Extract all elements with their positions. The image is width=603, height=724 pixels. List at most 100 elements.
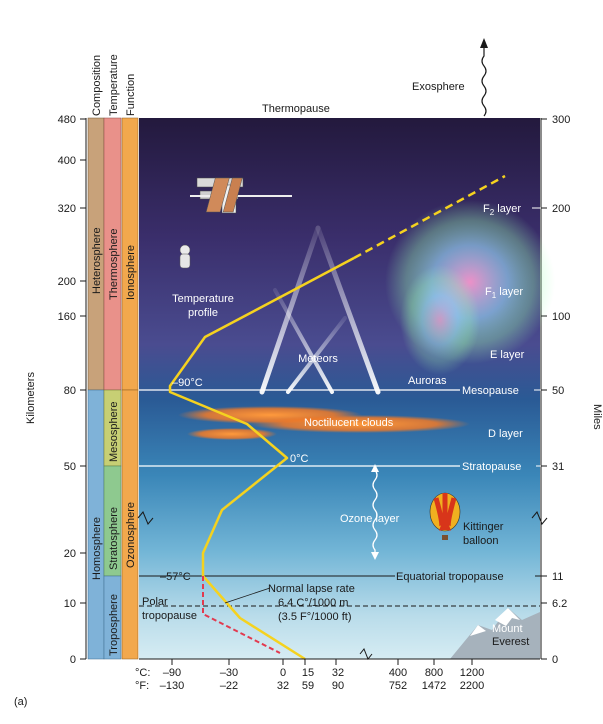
composition-column: Heterosphere Homosphere [87,117,105,660]
mi-tick-11: 11 [552,571,563,583]
kittinger-label-2: balloon [463,535,498,547]
km-tick-320: 320 [58,203,76,215]
balloon-icon [429,492,461,540]
f-prefix: °F: [135,680,149,692]
ozonosphere-band [121,389,139,660]
f-tick-minus130: –130 [160,680,184,692]
troposphere-band [103,575,122,660]
temperature-heading: Temperature [108,54,120,116]
temp-axis-break [359,648,373,660]
f-tick-32: 32 [277,680,289,692]
minus90-label: –90°C [172,377,203,389]
ozone-arrow-head-bottom [371,552,379,560]
c-tick-0: 0 [280,667,286,679]
f1-rest: layer [496,286,523,298]
c-tick-15: 15 [302,667,314,679]
mi-axis-title: Miles [591,404,603,430]
c-prefix: °C: [135,667,150,679]
mi-tick-100: 100 [552,311,570,323]
stratopause-label: Stratopause [462,461,521,473]
km-tick-50: 50 [64,461,76,473]
km-tick-200: 200 [58,276,76,288]
f-tick-752: 752 [389,680,407,692]
c-tick-minus30: –30 [220,667,238,679]
c-tick-32: 32 [332,667,344,679]
meteor-streaks [259,225,381,395]
km-tick-20: 20 [64,548,76,560]
f-tick-59: 59 [302,680,314,692]
polar-tropopause-label-2: tropopause [142,610,197,622]
f1-letter: F [485,286,492,298]
everest-label-2: Everest [492,636,529,648]
heterosphere-label: Heterosphere [91,227,103,294]
f2-layer-label: F2 layer [483,203,521,217]
ozonosphere-label: Ozonosphere [125,502,137,568]
troposphere-label: Troposphere [108,594,120,656]
thermopause-label: Thermopause [262,103,330,115]
lapse-rate-label-3: (3.5 F°/1000 ft) [278,611,352,623]
f1-subscript: 1 [492,291,497,300]
polar-tropopause-label-1: Polar [142,596,168,608]
f-tick-2200: 2200 [460,680,484,692]
temperature-axis: °C: °F: –90 –30 0 15 32 400 800 1200 –13… [135,648,540,692]
c-tick-minus90: –90 [163,667,181,679]
ozone-layer-label: Ozone layer [340,513,400,525]
f2-rest: layer [494,203,521,215]
meteors-label: Meteors [298,353,338,365]
f1-layer-label: F1 layer [485,286,523,300]
mi-tick-300: 300 [552,114,570,126]
miles-axis: 300 200 100 50 31 11 6.2 0 Miles [540,114,603,666]
function-column: Ionosphere Ozonosphere [121,117,139,660]
exosphere-arrow [481,44,487,117]
kittinger-label-1: Kittinger [463,521,504,533]
km-tick-10: 10 [64,598,76,610]
f-tick-1472: 1472 [422,680,446,692]
lapse-rate-label-1: Normal lapse rate [268,583,355,595]
exosphere-arrow-head [480,38,488,48]
f-tick-90: 90 [332,680,344,692]
f2-subscript: 2 [490,208,495,217]
astronaut-icon [179,244,191,269]
composition-heading: Composition [91,55,103,116]
ozone-arrow-head-top [371,464,379,472]
ionosphere-label: Ionosphere [125,245,137,300]
c-tick-400: 400 [389,667,407,679]
everest-label-1: Mount [492,623,523,635]
km-tick-400: 400 [58,155,76,167]
function-heading: Function [125,74,137,116]
ozone-arrow [372,469,378,558]
km-tick-0: 0 [70,654,76,666]
km-axis: 480 400 320 200 160 80 50 20 10 0 Kilome… [25,114,87,666]
minus57-label: –57°C [160,571,191,583]
aurora-glow-2 [400,265,480,375]
mesopause-label: Mesopause [462,385,519,397]
mesosphere-label: Mesosphere [108,401,120,462]
axis-break-right [531,511,548,525]
equatorial-tropopause-label: Equatorial tropopause [396,571,504,583]
km-axis-title: Kilometers [25,372,37,424]
temperature-column: Thermosphere Mesosphere Stratosphere Tro… [103,117,122,660]
homosphere-label: Homosphere [91,517,103,580]
c-tick-800: 800 [425,667,443,679]
temperature-profile-label-1: Temperature [172,293,234,305]
exosphere-label: Exosphere [412,81,465,93]
f2-letter: F [483,203,490,215]
mi-tick-6-2: 6.2 [552,598,567,610]
axis-break-left [137,511,154,525]
e-layer-label: E layer [490,349,525,361]
c-tick-1200: 1200 [460,667,484,679]
lapse-rate-pointer [224,587,271,604]
stratosphere-label: Stratosphere [108,507,120,570]
temperature-curve [168,256,355,661]
mi-tick-50: 50 [552,385,564,397]
polar-temperature-curve [202,576,281,654]
thermosphere-label: Thermosphere [108,228,120,300]
zero-c-label: 0°C [290,453,309,465]
auroras-label: Auroras [408,375,447,387]
km-tick-160: 160 [58,311,76,323]
space-station-icon [190,177,292,214]
everest-icon [450,608,540,659]
km-tick-80: 80 [64,385,76,397]
km-tick-480: 480 [58,114,76,126]
